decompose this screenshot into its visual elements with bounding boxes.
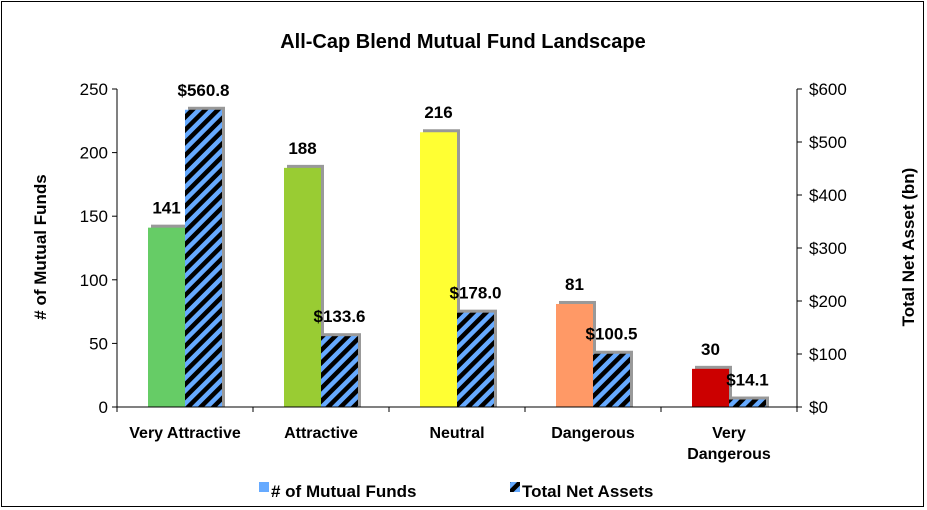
assets-bar — [593, 353, 630, 407]
funds-data-label: 81 — [565, 275, 584, 294]
y2-axis-title: Total Net Asset (bn) — [899, 168, 918, 327]
y2-tick-label: $400 — [809, 186, 847, 205]
category-label: Dangerous — [687, 446, 771, 463]
legend-swatch-assets — [510, 482, 520, 492]
assets-bar — [185, 109, 222, 407]
left-tick-labels: 0 50 100 150 200 250 — [80, 80, 108, 417]
funds-data-label: 141 — [152, 199, 180, 218]
category-label: Very Attractive — [129, 425, 241, 442]
legend-label-assets: Total Net Assets — [522, 482, 653, 501]
category-label: Very — [712, 425, 746, 442]
legend-label-funds: # of Mutual Funds — [271, 482, 416, 501]
y2-tick-label: $300 — [809, 239, 847, 258]
y-tick-label: 250 — [80, 80, 108, 99]
funds-bar — [556, 303, 593, 407]
y-tick-label: 50 — [89, 334, 108, 353]
funds-bar — [692, 368, 729, 407]
assets-bar — [729, 399, 766, 407]
data-labels-group: 141 $560.8 188 $133.6 216 $178.0 81 $100.5 30 $14… — [152, 81, 768, 390]
y-axis-title: # of Mutual Funds — [31, 174, 50, 319]
assets-data-label: $14.1 — [726, 371, 769, 390]
y2-tick-label: $500 — [809, 133, 847, 152]
category-labels: Very Attractive Attractive Neutral Dangerou… — [129, 425, 771, 463]
assets-bar — [321, 336, 358, 407]
funds-data-label: 216 — [424, 103, 452, 122]
assets-data-label: $560.8 — [178, 81, 230, 100]
funds-data-label: 30 — [701, 340, 720, 359]
y2-tick-label: $0 — [809, 398, 828, 417]
bars-group — [148, 106, 769, 408]
axes-group — [112, 88, 802, 412]
assets-data-label: $133.6 — [314, 307, 366, 326]
y2-tick-label: $100 — [809, 345, 847, 364]
funds-bar — [420, 132, 457, 408]
y-tick-label: 0 — [99, 398, 108, 417]
y-tick-label: 150 — [80, 207, 108, 226]
funds-data-label: 188 — [288, 139, 316, 158]
funds-bar — [284, 167, 321, 407]
assets-bar — [457, 312, 494, 407]
legend-swatch-funds — [259, 482, 269, 492]
y2-tick-label: $200 — [809, 292, 847, 311]
assets-data-label: $100.5 — [586, 325, 638, 344]
category-label: Dangerous — [551, 425, 635, 442]
assets-data-label: $178.0 — [450, 284, 502, 303]
right-tick-labels: $0 $100 $200 $300 $400 $500 $600 — [809, 80, 847, 417]
category-label: Neutral — [429, 425, 484, 442]
y-tick-label: 100 — [80, 271, 108, 290]
legend: # of Mutual Funds Total Net Assets — [259, 482, 653, 501]
funds-bar — [148, 227, 185, 407]
y-tick-label: 200 — [80, 144, 108, 163]
category-label: Attractive — [284, 425, 358, 442]
chart-title: All-Cap Blend Mutual Fund Landscape — [280, 31, 646, 53]
y2-tick-label: $600 — [809, 80, 847, 99]
